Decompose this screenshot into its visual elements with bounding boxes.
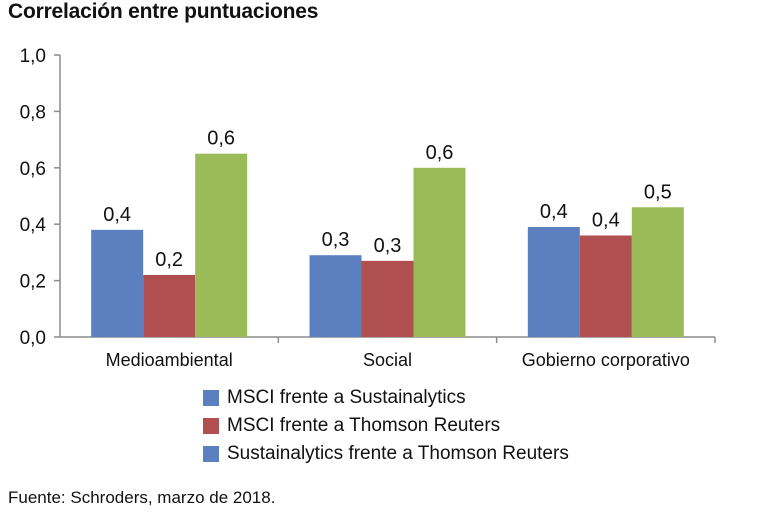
legend-label: MSCI frente a Sustainalytics	[227, 387, 466, 408]
y-tick-label: 0,6	[20, 159, 46, 180]
legend-label: Sustainalytics frente a Thomson Reuters	[227, 443, 569, 464]
y-tick-label: 0,4	[20, 215, 47, 236]
legend-swatch	[203, 390, 219, 406]
data-label: 0,6	[207, 128, 235, 150]
bar	[91, 229, 144, 337]
bar	[195, 153, 248, 337]
data-label: 0,4	[540, 201, 568, 223]
chart-title: Correlación entre puntuaciones	[8, 0, 319, 23]
legend-item: Sustainalytics frente a Thomson Reuters	[203, 440, 569, 468]
legend: MSCI frente a Sustainalytics MSCI frente …	[203, 384, 569, 468]
category-label: Social	[363, 350, 412, 370]
bar	[143, 274, 196, 337]
legend-item: MSCI frente a Sustainalytics	[203, 384, 569, 412]
data-label: 0,3	[374, 235, 402, 257]
data-label: 0,4	[592, 209, 620, 231]
bar	[309, 255, 362, 337]
data-label: 0,6	[426, 142, 454, 164]
category-label: Medioambiental	[106, 350, 233, 370]
y-tick-label: 0,0	[20, 328, 46, 349]
y-tick-label: 1,0	[20, 46, 46, 67]
bar	[527, 227, 580, 337]
data-label: 0,4	[103, 204, 131, 226]
legend-swatch	[203, 418, 219, 434]
data-label: 0,3	[322, 229, 350, 251]
bar	[579, 235, 632, 337]
data-label: 0,5	[644, 181, 672, 203]
legend-item: MSCI frente a Thomson Reuters	[203, 412, 569, 440]
category-label: Gobierno corporativo	[522, 350, 690, 370]
legend-swatch	[203, 446, 219, 462]
bar	[631, 207, 684, 337]
legend-label: MSCI frente a Thomson Reuters	[227, 415, 501, 436]
data-label: 0,2	[155, 249, 183, 271]
y-tick-label: 0,2	[20, 272, 46, 293]
bar	[413, 167, 466, 337]
source-note: Fuente: Schroders, marzo de 2018.	[8, 488, 276, 507]
y-tick-label: 0,8	[20, 102, 46, 123]
bar	[361, 260, 414, 337]
